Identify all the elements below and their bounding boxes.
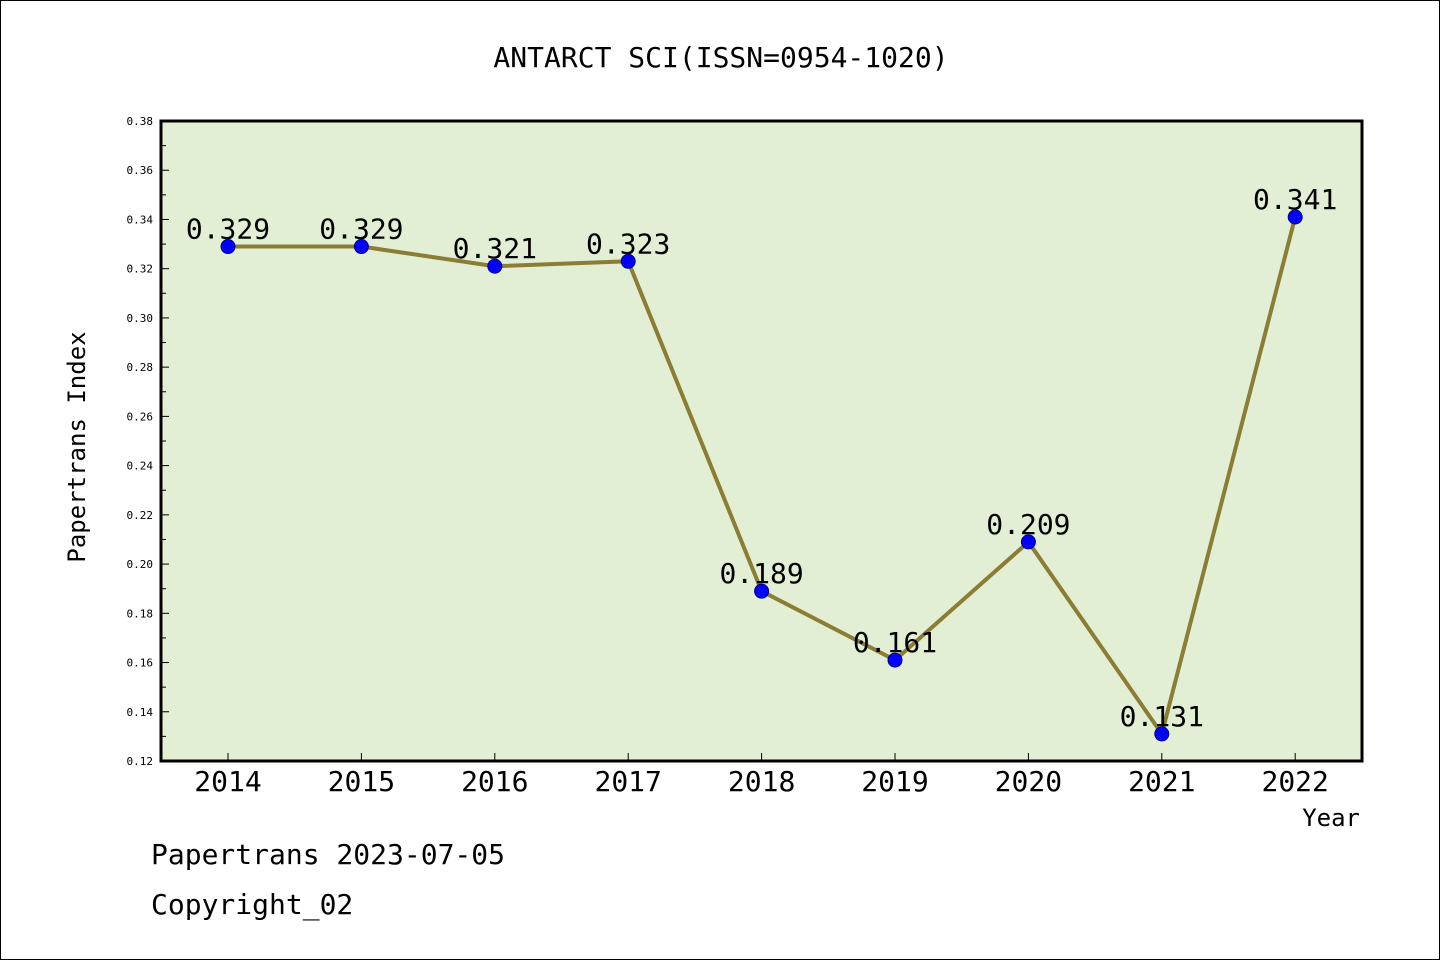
plot-area [159,119,1364,763]
y-tick-label: 0.12 [127,755,154,768]
data-point [1287,209,1303,225]
series-layer: 0.329 0.329 0.321 0.323 0.189 0.161 0.209 0.131… [186,183,1337,742]
data-label: 0.189 [719,557,803,590]
x-tick-label: 2020 [995,765,1062,798]
x-axis: 2014 2015 2016 2017 2018 2019 2020 2021 2022 [194,753,1329,798]
x-tick-label: 2016 [461,765,528,798]
data-label: 0.209 [986,508,1070,541]
y-tick-label: 0.28 [127,361,154,374]
y-tick-label: 0.18 [127,607,154,620]
x-axis-label: Year [1302,804,1360,832]
y-tick-label: 0.22 [127,509,154,522]
x-tick-label: 2022 [1261,765,1328,798]
data-label: 0.329 [186,213,270,246]
data-point [754,583,770,599]
data-point [1154,726,1170,742]
x-tick-label: 2015 [328,765,395,798]
data-point [487,258,503,274]
x-tick-label: 2018 [728,765,795,798]
y-tick-label: 0.32 [127,263,154,276]
y-axis-label: Papertrans Index [63,331,91,562]
data-label: 0.329 [319,213,403,246]
data-label: 0.341 [1253,183,1337,216]
data-point [220,239,236,255]
data-label: 0.131 [1120,700,1204,733]
y-tick-label: 0.26 [127,410,154,423]
footer-date: Papertrans 2023-07-05 [151,838,505,871]
data-label: 0.321 [453,232,537,265]
y-tick-label: 0.30 [127,312,154,325]
y-tick-label: 0.16 [127,657,154,670]
data-point [1020,534,1036,550]
y-tick-label: 0.36 [127,164,154,177]
y-tick-label: 0.34 [127,213,154,226]
data-point [887,652,903,668]
x-tick-label: 2021 [1128,765,1195,798]
chart-title: ANTARCT SCI(ISSN=0954-1020) [493,41,948,74]
x-tick-label: 2014 [194,765,261,798]
footer-copyright: Copyright_02 [151,888,353,922]
y-axis: 0.12 0.14 0.16 0.18 0.20 0.22 0.24 0.26 0.28 0.30… [127,115,169,768]
y-tick-label: 0.14 [127,706,154,719]
x-tick-label: 2017 [594,765,661,798]
data-point [353,239,369,255]
data-label: 0.161 [853,626,937,659]
x-tick-label: 2019 [861,765,928,798]
y-tick-label: 0.20 [127,558,154,571]
data-point [620,253,636,269]
data-label: 0.323 [586,227,670,260]
y-tick-label: 0.24 [127,460,154,473]
y-tick-label: 0.38 [127,115,154,128]
